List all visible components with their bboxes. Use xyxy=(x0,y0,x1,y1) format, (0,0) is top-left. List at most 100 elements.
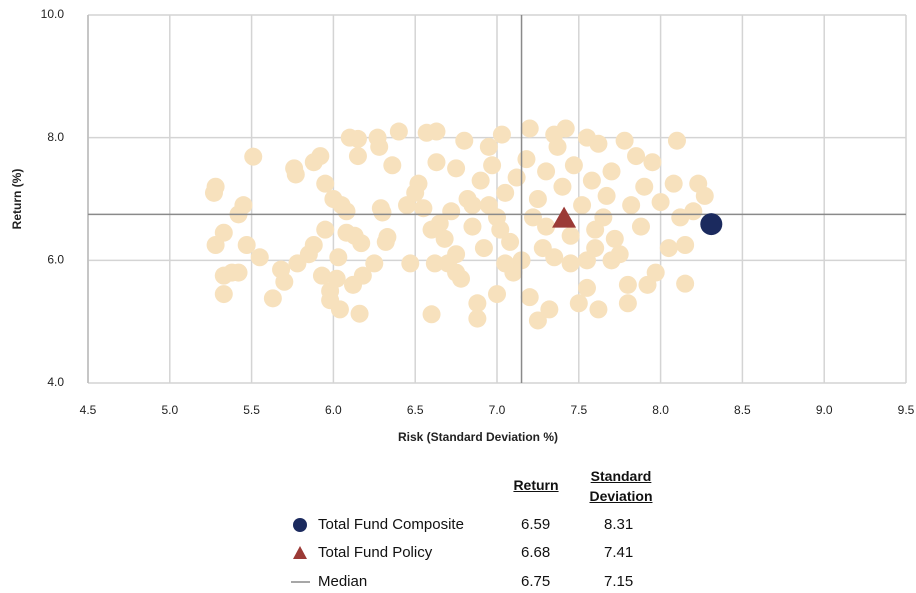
point xyxy=(597,186,616,205)
point xyxy=(330,300,349,319)
point xyxy=(651,193,670,212)
point xyxy=(237,236,256,254)
legend-label: Total Fund Policy xyxy=(318,544,433,561)
point xyxy=(442,202,461,221)
point xyxy=(244,147,263,166)
legend-sd: 7.15 xyxy=(604,573,634,590)
point xyxy=(540,300,559,319)
point xyxy=(350,304,369,323)
point xyxy=(520,288,539,307)
point xyxy=(348,147,367,166)
point xyxy=(463,217,482,236)
point xyxy=(401,254,420,273)
x-tick-label: 8.0 xyxy=(652,403,669,417)
point xyxy=(492,125,511,144)
point xyxy=(618,294,637,313)
point xyxy=(528,311,547,330)
y-tick-label: 10.0 xyxy=(41,7,65,21)
point xyxy=(316,174,335,193)
point xyxy=(646,263,665,282)
legend-return: 6.68 xyxy=(521,544,551,561)
point xyxy=(229,263,248,282)
legend-marker xyxy=(293,518,307,532)
point xyxy=(427,153,446,172)
point xyxy=(275,272,294,291)
x-tick-label: 6.5 xyxy=(407,403,424,417)
point xyxy=(618,275,637,294)
point xyxy=(537,162,556,181)
x-tick-label: 5.0 xyxy=(161,403,178,417)
point xyxy=(517,150,536,169)
point xyxy=(263,289,282,308)
point xyxy=(488,208,506,227)
point xyxy=(635,177,654,196)
point xyxy=(468,294,487,313)
y-tick-label: 4.0 xyxy=(47,375,64,389)
point xyxy=(463,196,482,215)
point xyxy=(561,226,580,245)
x-tick-label: 9.5 xyxy=(898,403,915,417)
point xyxy=(422,220,441,239)
point xyxy=(564,156,583,175)
point xyxy=(695,186,714,205)
point xyxy=(589,300,608,319)
point xyxy=(206,177,225,196)
point xyxy=(447,245,466,264)
point xyxy=(471,171,490,190)
legend-return: 6.75 xyxy=(521,573,551,590)
point xyxy=(631,217,650,236)
point xyxy=(286,165,305,184)
point xyxy=(348,129,367,148)
point xyxy=(573,196,592,215)
point xyxy=(337,202,356,221)
x-tick-label: 8.5 xyxy=(734,403,751,417)
point xyxy=(311,147,330,166)
x-tick-label: 7.5 xyxy=(570,403,587,417)
point xyxy=(378,228,397,247)
point xyxy=(659,239,678,258)
x-tick-label: 7.0 xyxy=(489,403,506,417)
point xyxy=(528,190,547,208)
point xyxy=(365,254,384,273)
point xyxy=(605,229,624,248)
legend-sd: 7.41 xyxy=(604,544,634,561)
point xyxy=(496,183,515,202)
legend-return: 6.59 xyxy=(521,516,551,533)
point xyxy=(577,278,596,297)
point xyxy=(667,131,686,150)
point xyxy=(422,305,441,324)
legend-header: Standard Deviation xyxy=(589,468,653,504)
point xyxy=(622,196,641,215)
point xyxy=(569,294,588,313)
x-axis-label: Risk (Standard Deviation %) xyxy=(398,430,558,444)
point xyxy=(452,269,471,288)
point xyxy=(414,199,433,218)
chart: Risk (Standard Deviation %) Return (%) 4… xyxy=(10,7,915,444)
legend-header: Return xyxy=(513,477,559,493)
point xyxy=(353,266,372,285)
point xyxy=(507,168,526,187)
point xyxy=(447,159,466,178)
point xyxy=(582,171,601,190)
point xyxy=(250,248,269,267)
point xyxy=(676,274,695,293)
point xyxy=(577,251,596,270)
point xyxy=(327,269,346,288)
point xyxy=(316,220,335,239)
point xyxy=(684,202,703,221)
point xyxy=(409,174,428,193)
point xyxy=(602,251,621,270)
x-tick-label: 9.0 xyxy=(816,403,833,417)
point xyxy=(488,285,506,304)
point xyxy=(602,162,621,181)
point xyxy=(627,147,646,166)
point xyxy=(545,248,564,267)
point xyxy=(496,254,515,273)
point xyxy=(425,254,444,273)
point xyxy=(523,208,542,227)
point xyxy=(589,134,608,153)
point xyxy=(352,234,371,253)
point xyxy=(664,174,683,193)
point xyxy=(370,137,389,156)
